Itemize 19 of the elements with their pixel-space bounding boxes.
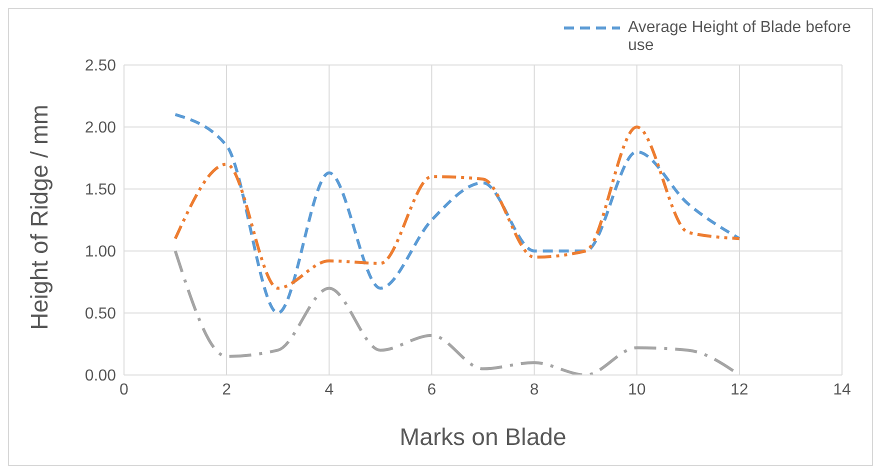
y-tick-label: 1.50 xyxy=(84,182,116,199)
x-tick-label: 2 xyxy=(222,381,232,398)
x-tick-label: 14 xyxy=(833,381,851,398)
x-tick-label: 6 xyxy=(427,381,436,398)
y-axis-title: Height of Ridge / mm xyxy=(26,104,54,330)
y-tick-label: 1.00 xyxy=(84,244,116,261)
x-tick-label: 8 xyxy=(530,381,539,398)
x-tick-label: 4 xyxy=(324,381,334,398)
x-tick-label: 10 xyxy=(628,381,646,398)
x-axis-title: Marks on Blade xyxy=(400,424,566,451)
x-tick-label: 12 xyxy=(730,381,748,398)
y-tick-label: 2.50 xyxy=(84,58,116,75)
y-tick-label: 2.00 xyxy=(84,120,116,137)
line-series xyxy=(174,113,741,314)
legend-label: Average Height of Blade before use xyxy=(628,19,852,55)
y-tick-label: 0.00 xyxy=(84,368,116,385)
line-series xyxy=(174,126,741,290)
x-tick-label: 0 xyxy=(120,381,129,398)
y-tick-label: 0.50 xyxy=(84,306,116,323)
